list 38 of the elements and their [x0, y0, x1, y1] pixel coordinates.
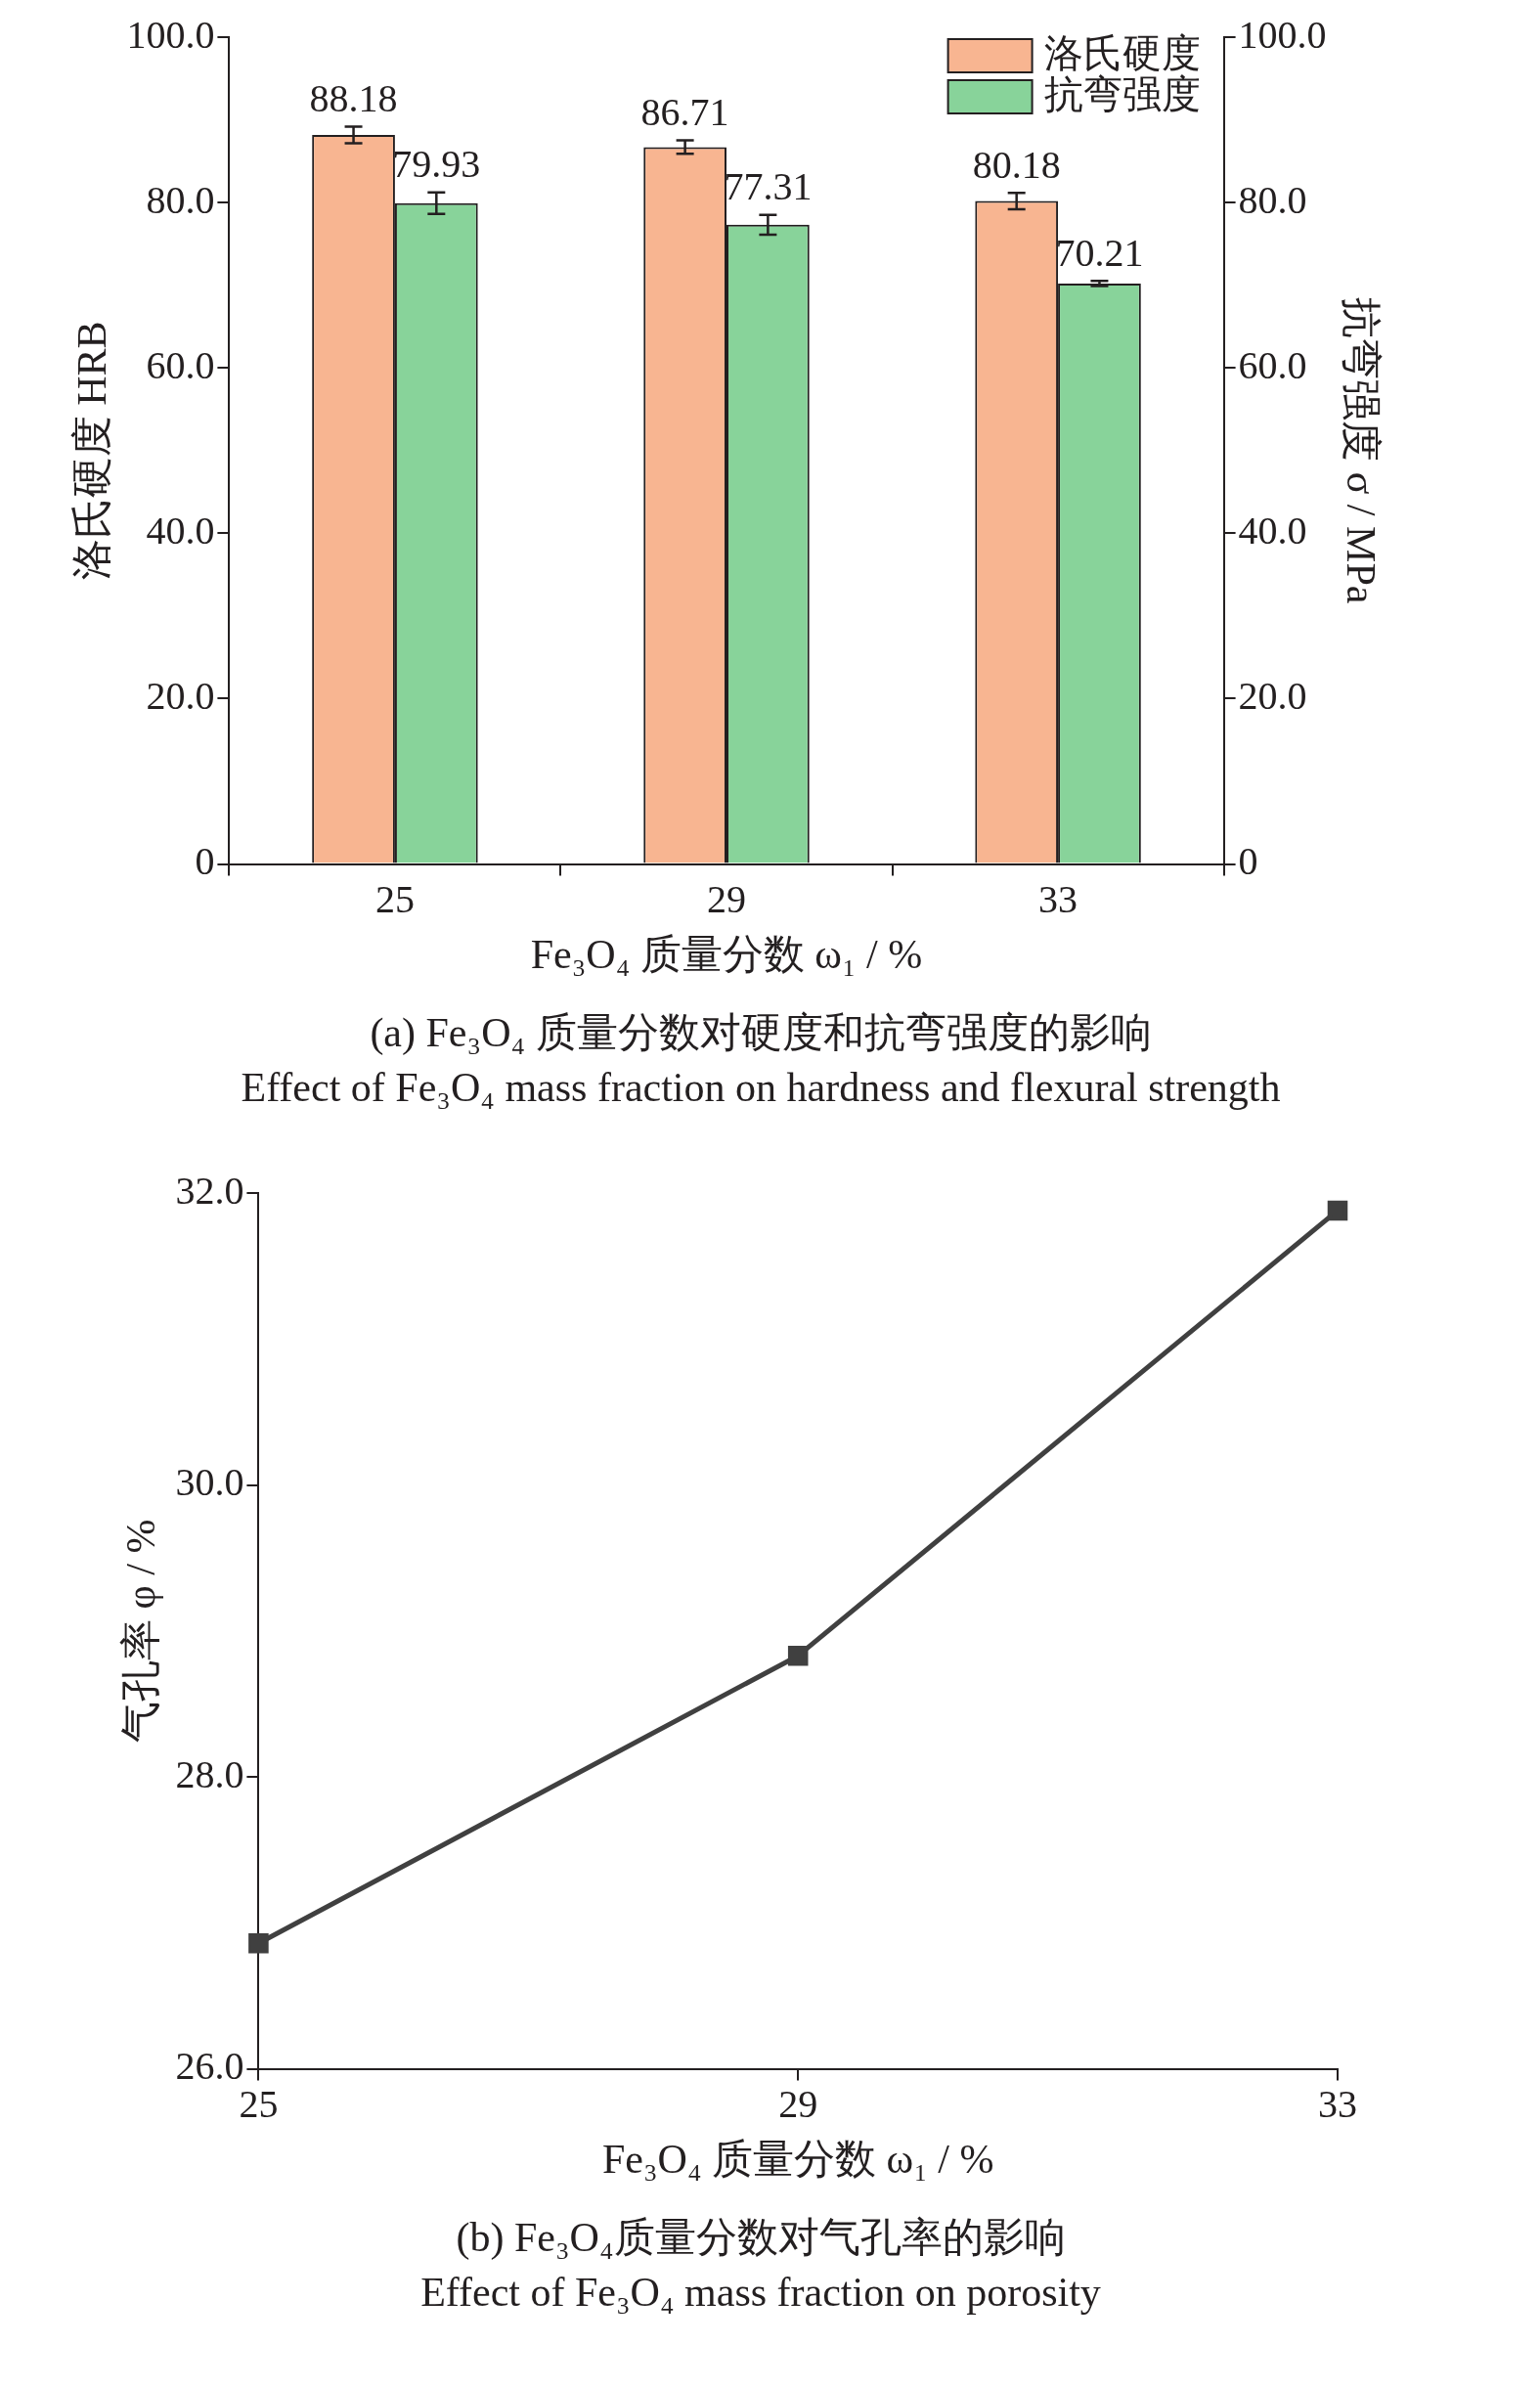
y2-axis-title: 抗弯强度 σ / MPa — [1338, 297, 1384, 604]
text: (b) Fe₃O₄质量分数对气孔率的影响 — [455, 2214, 1067, 2262]
y2-tick-label: 100.0 — [1238, 12, 1327, 57]
text: Effect of Fe₃O₄ mass fraction on hardness and flexural strength — [240, 1064, 1282, 1112]
y2-tick-label: 40.0 — [1238, 508, 1307, 553]
y2-tick-label: 0 — [1238, 839, 1258, 884]
point — [787, 1645, 809, 1666]
data-label: 80.18 — [972, 142, 1061, 187]
y-tick-label: 60.0 — [146, 342, 215, 387]
y-axis-title: 洛氏硬度 HRB — [69, 321, 115, 581]
x-tick-label: 29 — [707, 877, 746, 922]
x-tick-label: 25 — [374, 877, 415, 922]
point — [248, 1932, 269, 1954]
y-tick-label: 20.0 — [146, 673, 215, 718]
x-tick-label: 33 — [1318, 2082, 1357, 2127]
data-label: 70.21 — [1055, 230, 1144, 275]
x-axis-title: Fe₃O₄ 质量分数 ω₁ / % — [530, 931, 923, 977]
data-label: 77.31 — [724, 164, 813, 209]
y-tick-label: 32.0 — [175, 1168, 244, 1213]
y-tick-label: 80.0 — [146, 177, 215, 222]
text: Effect of Fe₃O₄ mass fraction on porosity — [419, 2269, 1102, 2317]
text: (a) Fe₃O₄ 质量分数对硬度和抗弯强度的影响 — [369, 1009, 1153, 1057]
y2-tick-label: 60.0 — [1238, 342, 1307, 387]
y-tick-label: 30.0 — [175, 1460, 244, 1505]
y-tick-label: 0 — [195, 839, 215, 884]
y-tick-label: 28.0 — [175, 1751, 244, 1796]
data-label: 86.71 — [640, 90, 729, 135]
data-label: 79.93 — [392, 142, 481, 187]
y2-tick-label: 20.0 — [1238, 673, 1307, 718]
y2-tick-label: 80.0 — [1238, 177, 1307, 222]
x-tick-label: 33 — [1038, 877, 1078, 922]
y-tick-label: 100.0 — [126, 12, 215, 57]
x-axis-title: Fe₃O₄ 质量分数 ω₁ / % — [601, 2136, 994, 2182]
data-label: 88.18 — [309, 75, 398, 120]
x-tick-label: 29 — [778, 2082, 818, 2127]
y-tick-label: 40.0 — [146, 508, 215, 553]
point — [1327, 1200, 1348, 1221]
y-axis-title: 气孔率 φ / % — [118, 1519, 164, 1743]
